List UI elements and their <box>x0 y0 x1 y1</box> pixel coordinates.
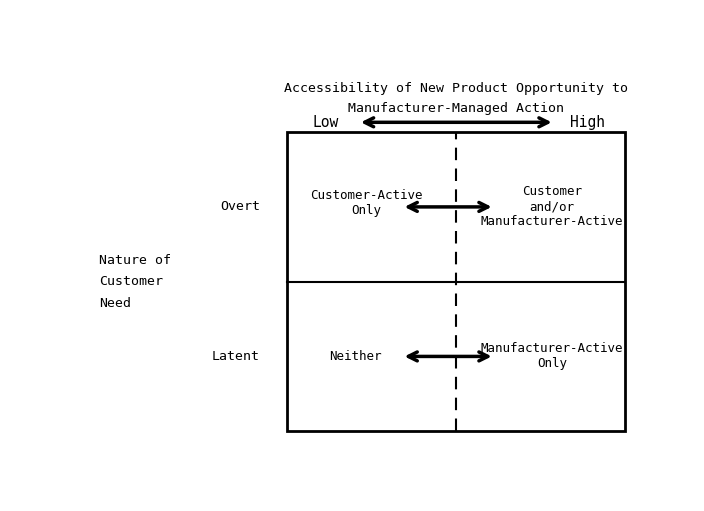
Text: Manufacturer-Active
Only: Manufacturer-Active Only <box>481 342 623 370</box>
Text: Customer: Customer <box>99 275 163 288</box>
Text: Low: Low <box>312 115 339 130</box>
Text: Latent: Latent <box>212 350 260 363</box>
Text: High: High <box>570 115 605 130</box>
Text: Manufacturer-Managed Action: Manufacturer-Managed Action <box>348 102 565 115</box>
Text: Nature of: Nature of <box>99 253 171 267</box>
Text: Customer-Active
Only: Customer-Active Only <box>310 189 422 217</box>
Text: Accessibility of New Product Opportunity to: Accessibility of New Product Opportunity… <box>284 82 628 96</box>
Bar <box>287 132 625 431</box>
Text: Overt: Overt <box>220 200 260 214</box>
Text: Customer
and/or
Manufacturer-Active: Customer and/or Manufacturer-Active <box>481 185 623 228</box>
Text: Neither: Neither <box>329 350 382 363</box>
Text: Need: Need <box>99 297 131 310</box>
